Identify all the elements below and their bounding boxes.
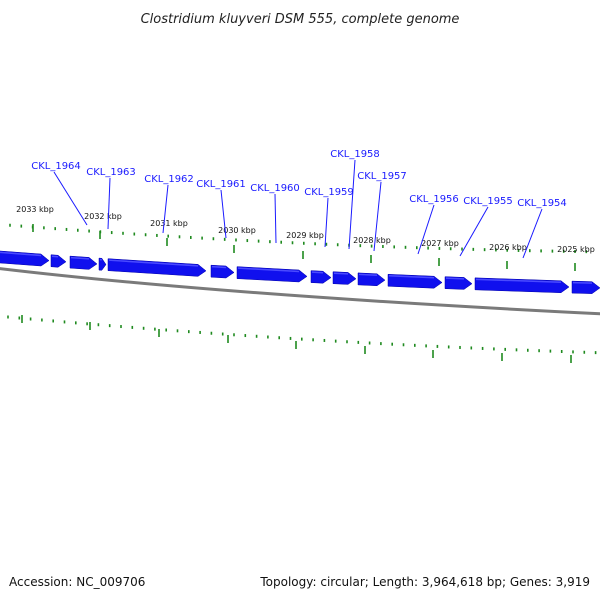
kbp-label: 2031 kbp [150, 219, 188, 228]
gene-arrow[interactable] [310, 270, 332, 284]
genome-summary-text: Topology: circular; Length: 3,964,618 bp… [259, 575, 590, 589]
gene-leader-line [53, 171, 88, 226]
kbp-label: 2025 kbp [557, 245, 595, 254]
gene-arrow[interactable] [107, 258, 207, 277]
gene-arrow-highlight [211, 265, 227, 269]
gene-arrow[interactable] [357, 272, 386, 287]
gene-arrow-highlight [108, 259, 199, 267]
gene-label-ckl-1957[interactable]: CKL_1957 [357, 171, 407, 182]
kbp-label: 2028 kbp [353, 236, 391, 245]
gene-arrow[interactable] [98, 257, 107, 271]
genome-backbone [0, 267, 600, 316]
gene-label-row: CKL_1964 CKL_1963 CKL_1962 CKL_1961 CKL_1960… [31, 149, 567, 209]
kbp-label: 2032 kbp [84, 212, 122, 221]
gene-arrow-highlight [333, 272, 349, 275]
gene-leader-line [417, 204, 435, 255]
backbone-line [0, 267, 600, 316]
gene-leader-line [373, 181, 382, 252]
gene-arrow-highlight [388, 275, 435, 279]
gene-arrow-highlight [70, 256, 90, 260]
gene-leader-line [220, 189, 227, 239]
kbp-label: 2026 kbp [489, 243, 527, 252]
kbp-label: 2029 kbp [286, 231, 324, 240]
gene-label-ckl-1964[interactable]: CKL_1964 [31, 161, 81, 172]
gene-arrow-highlight [445, 277, 465, 280]
gene-label-ckl-1960[interactable]: CKL_1960 [250, 183, 300, 194]
gene-arrow-highlight [311, 271, 324, 274]
gene-track [0, 250, 600, 294]
gene-label-ckl-1955[interactable]: CKL_1955 [463, 196, 513, 207]
map-title: Clostridium kluyveri DSM 555, complete g… [141, 12, 460, 27]
kbp-label: 2033 kbp [16, 205, 54, 214]
inner-tick-row [7, 315, 597, 363]
gene-leader-line [324, 197, 329, 248]
gene-leader-line [274, 193, 277, 244]
gene-arrow-highlight [572, 281, 593, 284]
gene-arrow[interactable] [571, 280, 600, 294]
gene-arrow[interactable] [50, 254, 67, 268]
gene-arrow[interactable] [69, 255, 98, 270]
gene-label-ckl-1959[interactable]: CKL_1959 [304, 187, 354, 198]
gene-leader-line [107, 177, 111, 230]
gene-leader-line [162, 184, 169, 234]
gene-leader-line [348, 159, 356, 250]
gene-arrow-highlight [0, 251, 42, 257]
gene-arrow[interactable] [210, 264, 235, 279]
gene-label-ckl-1962[interactable]: CKL_1962 [144, 174, 194, 185]
gene-leader-line [459, 206, 489, 257]
accession-text: Accession: NC_009706 [9, 575, 145, 589]
gene-label-ckl-1961[interactable]: CKL_1961 [196, 179, 246, 190]
gene-label-ckl-1956[interactable]: CKL_1956 [409, 194, 459, 205]
kbp-label-row: 2033 kbp 2032 kbp 2031 kbp 2030 kbp 2029 kbp… [16, 205, 595, 254]
gene-arrow-highlight [237, 267, 300, 273]
kbp-label: 2030 kbp [218, 226, 256, 235]
gene-label-ckl-1958[interactable]: CKL_1958 [330, 149, 380, 160]
gene-label-ckl-1963[interactable]: CKL_1963 [86, 167, 136, 178]
gene-arrow[interactable] [444, 276, 473, 290]
gene-label-leaders [53, 159, 543, 259]
gene-leader-line [522, 208, 543, 259]
kbp-label: 2027 kbp [421, 239, 459, 248]
gene-arrow-highlight [475, 278, 562, 283]
gene-arrow-highlight [358, 273, 378, 277]
outer-tick-row [9, 223, 588, 271]
gene-arrow[interactable] [332, 271, 357, 285]
gene-label-ckl-1954[interactable]: CKL_1954 [517, 198, 567, 209]
